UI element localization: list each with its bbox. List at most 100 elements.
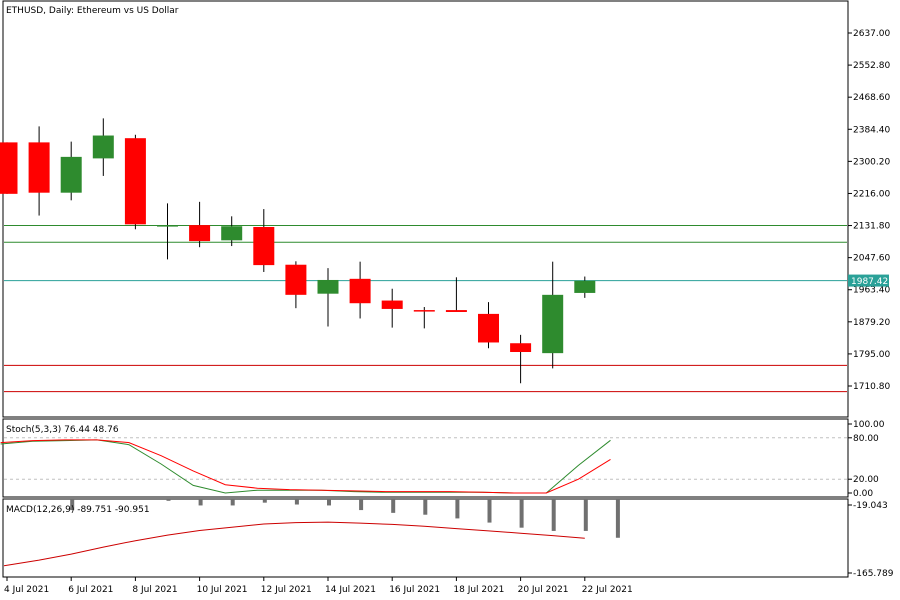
price-tick-label: 2468.60 xyxy=(853,93,890,103)
stochastic-signal-line xyxy=(0,439,611,494)
bull-candle-body xyxy=(92,135,114,159)
candle-17 xyxy=(510,334,532,384)
bear-candle-body xyxy=(478,313,499,343)
price-tick-label: 1795.00 xyxy=(853,350,890,360)
candle-2 xyxy=(28,126,50,216)
macd-histogram-bar xyxy=(615,499,620,538)
bear-candle-body xyxy=(0,142,18,194)
time-tick-label: 22 Jul 2021 xyxy=(582,585,633,595)
bull-candle-body xyxy=(317,279,339,294)
main-panel-frame xyxy=(2,0,849,418)
time-tick-label: 20 Jul 2021 xyxy=(518,585,569,595)
time-tick-label: 12 Jul 2021 xyxy=(261,585,312,595)
macd-signal-line xyxy=(3,521,585,567)
bull-candle-body xyxy=(60,156,82,193)
bear-candle-body xyxy=(285,264,307,295)
macd-label: MACD(12,26,9) -89.751 -90.951 xyxy=(6,505,150,515)
price-tick-label: 1879.20 xyxy=(853,318,890,328)
stochastic-tick-label: 80.00 xyxy=(853,434,879,444)
bear-candle-body xyxy=(189,225,211,242)
candle-14 xyxy=(413,307,435,329)
bear-candle-body xyxy=(445,310,467,312)
bull-candle-body xyxy=(574,280,596,293)
price-tick-label: 2216.00 xyxy=(853,189,890,199)
stochastic-tick-label: 0.00 xyxy=(853,489,873,499)
candle-11 xyxy=(317,268,339,327)
time-tick-label: 4 Jul 2021 xyxy=(4,585,49,595)
time-tick-label: 16 Jul 2021 xyxy=(389,585,440,595)
stochastic-main-line xyxy=(0,439,611,494)
time-tick-label: 18 Jul 2021 xyxy=(453,585,504,595)
macd-histogram-bar xyxy=(487,499,492,523)
candle-18 xyxy=(542,261,564,369)
bear-candle-body xyxy=(510,343,532,353)
macd-histogram-bar xyxy=(327,499,331,506)
time-tick-label: 6 Jul 2021 xyxy=(68,585,113,595)
candle-7 xyxy=(189,201,211,248)
time-tick-label: 14 Jul 2021 xyxy=(325,585,376,595)
price-tick-label: 2300.20 xyxy=(853,157,890,167)
macd-histogram-bar xyxy=(166,499,171,501)
candles xyxy=(0,118,596,384)
macd-histogram-bar xyxy=(294,499,299,505)
price-tick-label: 1963.40 xyxy=(853,286,890,296)
macd-histogram-bar xyxy=(583,499,588,531)
current-price-tag xyxy=(848,274,889,287)
bull-candle-body xyxy=(157,225,178,227)
candle-4 xyxy=(92,118,114,176)
bear-candle-body xyxy=(349,278,371,304)
horizontal-lines xyxy=(4,224,847,393)
stochastic-tick-label: 20.00 xyxy=(853,475,879,485)
current-price-label: 1987.42 xyxy=(851,277,888,287)
stochastic-label: Stoch(5,3,3) 76.44 48.76 xyxy=(6,425,119,435)
price-axis: 2637.00 2552.80 2468.60 2384.40 2300.20 2216.… xyxy=(848,29,890,392)
macd-histogram-bar xyxy=(359,499,364,511)
macd-tick-label: -165.789 xyxy=(853,569,894,579)
candle-9 xyxy=(253,209,275,272)
bull-candle-body xyxy=(542,294,564,354)
candle-3 xyxy=(60,141,82,201)
stochastic-panel-frame xyxy=(2,418,849,498)
price-tick-label: 2552.80 xyxy=(853,61,890,71)
price-tick-label: 2047.60 xyxy=(853,254,890,264)
time-tick-label: 10 Jul 2021 xyxy=(197,585,248,595)
price-tick-label: 2384.40 xyxy=(853,125,890,135)
macd-histogram-bar xyxy=(198,499,203,506)
candle-19 xyxy=(574,276,596,298)
bear-candle-body xyxy=(381,300,403,309)
macd-histogram-bar xyxy=(262,499,267,503)
bear-candle-body xyxy=(413,310,435,312)
macd-tick-label: -19.043 xyxy=(853,501,888,511)
price-tick-label: 2131.80 xyxy=(853,222,890,232)
candle-10 xyxy=(285,261,307,309)
stochastic-indicator xyxy=(0,437,847,494)
candle-15 xyxy=(445,277,467,312)
candle-13 xyxy=(381,288,403,328)
time-axis: 4 Jul 2021 6 Jul 2021 8 Jul 2021 10 Jul 202… xyxy=(4,577,633,595)
price-tick-label: 1710.80 xyxy=(853,382,890,392)
stochastic-tick-label: 100.00 xyxy=(853,420,885,430)
macd-histogram-bar xyxy=(455,499,460,519)
macd-histogram-bar xyxy=(519,499,524,528)
bear-candle-body xyxy=(28,142,50,193)
candle-16 xyxy=(478,302,499,349)
bear-candle-body xyxy=(124,138,146,225)
candle-6 xyxy=(157,203,178,260)
chart-title: ETHUSD, Daily: Ethereum vs US Dollar xyxy=(6,6,179,16)
macd-axis: -19.043 -165.789 xyxy=(848,501,894,579)
macd-histogram-bar xyxy=(70,499,75,511)
price-tick-label: 2637.00 xyxy=(853,29,890,39)
candle-1 xyxy=(0,142,18,194)
bull-candle-body xyxy=(221,226,243,241)
candle-12 xyxy=(349,261,371,319)
stochastic-axis: 100.00 80.00 20.00 0.00 xyxy=(848,420,885,499)
bear-candle-body xyxy=(253,226,275,266)
macd-indicator xyxy=(3,499,620,567)
time-tick-label: 8 Jul 2021 xyxy=(132,585,177,595)
macd-histogram-bar xyxy=(423,499,428,515)
candle-8 xyxy=(221,216,243,247)
macd-histogram-bar xyxy=(391,499,396,513)
macd-histogram-bar xyxy=(551,499,556,531)
candle-5 xyxy=(124,134,146,230)
